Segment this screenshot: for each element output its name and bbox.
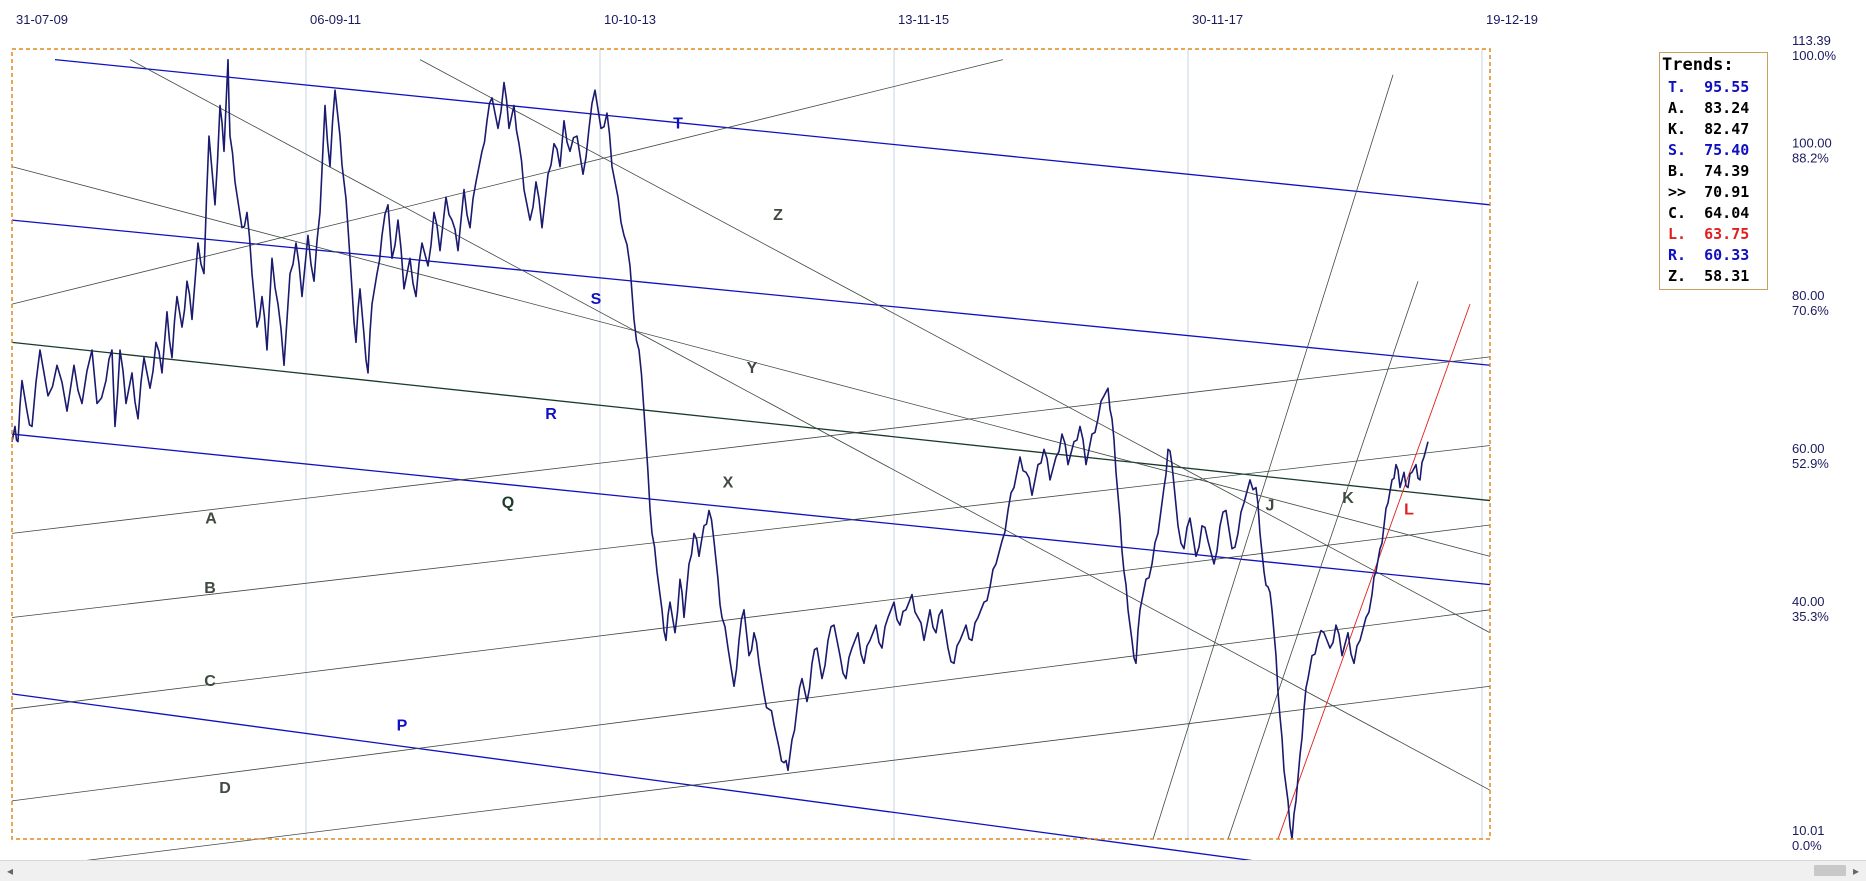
price-axis-label: 113.39	[1792, 33, 1831, 48]
trends-legend-row: C. 64.04	[1668, 204, 1750, 222]
trends-legend-row: K. 82.47	[1668, 120, 1750, 138]
price-series	[11, 58, 1429, 840]
chart-canvas: TSRPQABCDEYXZJKL 31-07-0906-09-1110-10-1…	[11, 12, 1837, 860]
trend-line-z	[419, 59, 1491, 634]
trend-line-x	[129, 59, 1491, 791]
trend-line-tag-l: L	[1404, 501, 1414, 518]
trends-legend-row: L. 63.75	[1668, 225, 1750, 243]
date-label: 06-09-11	[310, 12, 361, 27]
axis-labels: 31-07-09 06-09-11 10-10-13 13-11-15 30-11-17…	[16, 12, 1837, 853]
date-label: 13-11-15	[898, 12, 949, 27]
scroll-thumb[interactable]	[1814, 865, 1846, 876]
trend-line-tag-y: Y	[747, 360, 758, 377]
scroll-left-icon[interactable]: ◂	[6, 864, 14, 878]
date-label: 31-07-09	[16, 12, 68, 27]
horizontal-scrollbar[interactable]: ◂ ▸	[0, 860, 1866, 881]
trend-line-s	[11, 219, 1491, 366]
trend-line-j	[1152, 74, 1394, 840]
trend-line-p	[11, 693, 1253, 860]
trend-line-l	[1277, 304, 1471, 840]
date-label: 19-12-19	[1486, 12, 1538, 27]
percent-axis-label: 35.3%	[1792, 609, 1829, 624]
price-series-line	[11, 58, 1429, 840]
price-axis-label: 100.00	[1792, 135, 1832, 150]
percent-axis-label: 88.2%	[1792, 150, 1829, 165]
trend-line-tag-r: R	[545, 406, 557, 423]
trend-line-a	[11, 356, 1491, 534]
trend-line	[11, 59, 1004, 305]
trend-line-tag-x: X	[723, 475, 734, 492]
trend-line-r	[11, 433, 1491, 586]
trends-legend-row: >> 70.91	[1668, 183, 1750, 201]
trend-line-b	[11, 445, 1491, 618]
trend-line-tags: TSRPQABCDEYXZJKL	[204, 115, 1414, 797]
plot-frame	[11, 48, 1491, 840]
trend-line-tag-z: Z	[773, 207, 783, 224]
trend-line-tag-q: Q	[502, 494, 514, 511]
trend-line-tag-b: B	[204, 580, 216, 597]
trends-legend-row: A. 83.24	[1668, 99, 1750, 117]
trends-legend-rows: T. 95.55 A. 83.24 K. 82.47 S. 75.40 B. 74.39…	[1660, 77, 1767, 287]
percent-axis-label: 52.9%	[1792, 456, 1829, 471]
percent-axis-label: 0.0%	[1792, 838, 1822, 853]
trends-legend-row: T. 95.55	[1668, 78, 1750, 96]
price-axis-label: 80.00	[1792, 288, 1825, 303]
price-axis-label: 60.00	[1792, 441, 1825, 456]
trends-legend-row: B. 74.39	[1668, 162, 1750, 180]
trends-legend-row: S. 75.40	[1668, 141, 1750, 159]
trend-line-t	[54, 58, 1491, 206]
trend-lines	[11, 58, 1491, 860]
trends-legend-title: Trends:	[1662, 55, 1734, 75]
trend-line-tag-s: S	[591, 291, 602, 308]
trends-legend-row: R. 60.33	[1668, 246, 1750, 264]
percent-axis-label: 100.0%	[1792, 48, 1837, 63]
trend-line-k	[1227, 281, 1419, 840]
trend-line-y	[11, 166, 1491, 557]
trend-line-tag-a: A	[205, 510, 217, 527]
trend-line-tag-j: J	[1266, 497, 1275, 514]
trend-line-tag-d: D	[219, 780, 231, 797]
price-axis-label: 40.00	[1792, 594, 1825, 609]
date-label: 30-11-17	[1192, 12, 1243, 27]
percent-axis-label: 70.6%	[1792, 303, 1829, 318]
grid	[305, 49, 1483, 839]
trend-line-tag-p: P	[397, 718, 408, 735]
trend-line-tag-c: C	[204, 673, 216, 690]
scroll-right-icon[interactable]: ▸	[1852, 864, 1860, 878]
trend-line-tag-t: T	[673, 115, 683, 132]
date-label: 10-10-13	[604, 12, 656, 27]
trend-line-tag-k: K	[1342, 490, 1354, 507]
trends-legend: Trends: T. 95.55 A. 83.24 K. 82.47 S. 75.40…	[1659, 52, 1768, 290]
trend-line-c	[11, 524, 1491, 710]
trend-line-d	[11, 609, 1491, 802]
price-axis-label: 10.01	[1792, 823, 1825, 838]
trends-legend-row: Z. 58.31	[1668, 267, 1750, 285]
trend-line-e	[86, 685, 1491, 860]
